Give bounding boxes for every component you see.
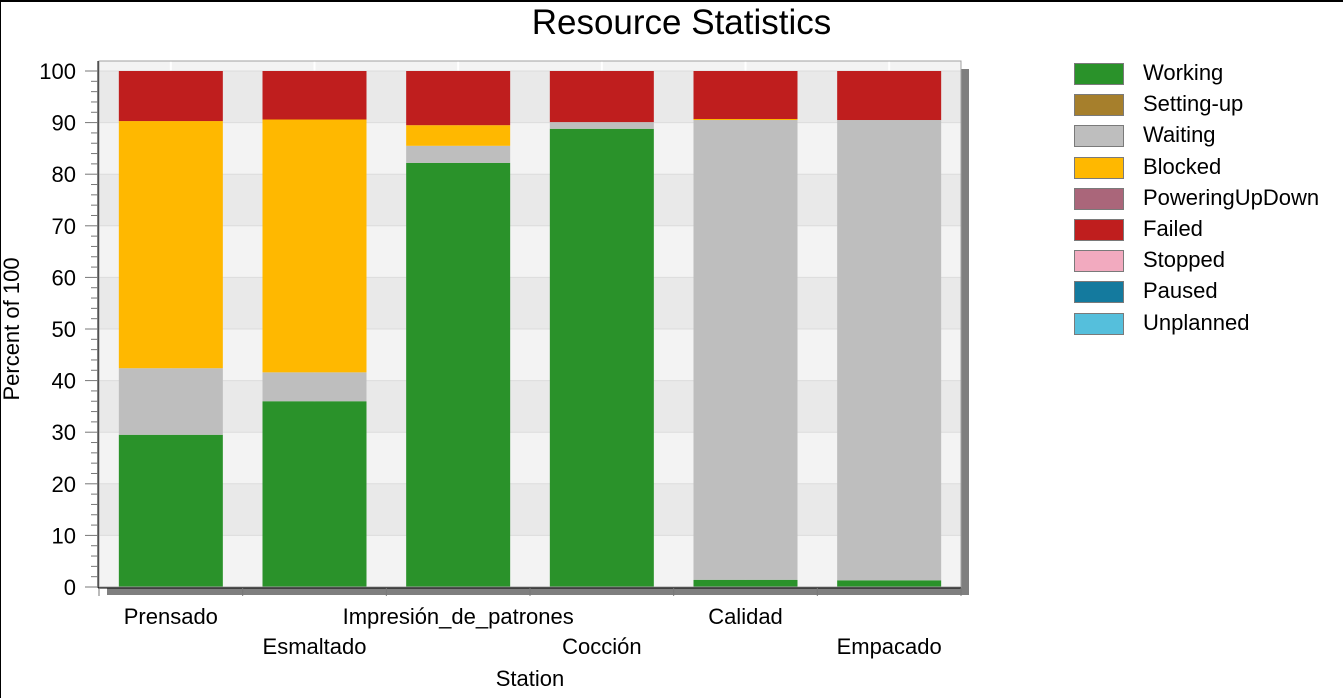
bar-segment-working: [118, 434, 223, 587]
bar-segment-blocked: [406, 125, 511, 146]
legend-label: Waiting: [1143, 122, 1216, 148]
bar-segment-blocked: [118, 121, 223, 369]
legend-label: Setting-up: [1143, 91, 1244, 117]
legend-item: Failed: [1074, 216, 1343, 247]
legend-label: Stopped: [1143, 247, 1225, 273]
legend-label: Unplanned: [1143, 309, 1250, 335]
legend-item: Setting-up: [1074, 91, 1343, 122]
legend-item: Stopped: [1074, 247, 1343, 278]
bar-segment-failed: [693, 71, 798, 119]
x-axis-title: Station: [496, 666, 565, 691]
x-tick-label: Esmaltado: [263, 634, 367, 659]
legend-swatch: [1074, 281, 1124, 304]
legend-swatch: [1074, 156, 1124, 179]
y-tick-label: 80: [52, 162, 76, 187]
bar-segment-failed: [262, 71, 367, 120]
legend-label: Paused: [1143, 278, 1218, 304]
bar-segment-waiting: [262, 372, 367, 402]
x-tick-label: Empacado: [837, 634, 942, 659]
y-tick-label: 30: [52, 420, 76, 445]
bar-segment-working: [693, 579, 798, 587]
legend-swatch: [1074, 219, 1124, 241]
bar-segment-failed: [406, 71, 511, 126]
legend-item: PoweringUpDown: [1074, 185, 1343, 216]
grid-band: [99, 483, 961, 536]
y-tick-label: 100: [39, 59, 76, 84]
legend-item: Unplanned: [1074, 310, 1343, 341]
legend-item: Blocked: [1074, 154, 1343, 185]
legend-swatch: [1074, 125, 1124, 148]
bar-segment-failed: [549, 71, 654, 123]
x-tick-label: Cocción: [562, 634, 641, 659]
y-axis-title: Percent of 100: [0, 257, 24, 400]
plot-border: [98, 60, 962, 588]
y-tick-label: 70: [52, 214, 76, 239]
grid-band: [99, 380, 961, 433]
bar-segment-working: [549, 128, 654, 588]
legend-item: Waiting: [1074, 122, 1343, 153]
legend-item: Paused: [1074, 278, 1343, 309]
y-tick-label: 10: [52, 523, 76, 548]
grid-band: [99, 174, 961, 226]
legend-item: Working: [1074, 60, 1343, 91]
bar-segment-blocked: [693, 118, 798, 121]
legend-label: Failed: [1143, 216, 1203, 241]
bar-segment-waiting: [118, 368, 223, 435]
legend-label: PoweringUpDown: [1143, 184, 1320, 210]
legend-swatch: [1074, 312, 1124, 335]
bar-segment-failed: [837, 71, 942, 121]
bar-segment-blocked: [262, 119, 367, 373]
bar-segment-failed: [118, 71, 223, 122]
x-tick-label: Prensado: [124, 604, 218, 629]
bar-segment-waiting: [837, 120, 942, 581]
legend-swatch: [1074, 63, 1124, 85]
legend-label: Working: [1143, 60, 1224, 85]
grid-band: [99, 277, 961, 329]
bar-segment-working: [262, 401, 367, 587]
y-tick-label: 60: [52, 265, 76, 290]
grid-band: [99, 71, 961, 123]
legend-swatch: [1074, 187, 1124, 210]
bar-segment-waiting: [549, 122, 654, 129]
legend-swatch: [1074, 94, 1124, 117]
bar-segment-working: [837, 580, 942, 587]
bar-segment-waiting: [693, 120, 798, 580]
y-tick-label: 90: [52, 111, 76, 136]
y-tick-label: 0: [64, 575, 76, 600]
chart-title: Resource Statistics: [531, 3, 832, 42]
legend-swatch: [1074, 250, 1124, 273]
legend-label: Blocked: [1143, 153, 1222, 179]
bar-segment-waiting: [406, 145, 511, 163]
y-tick-label: 20: [52, 472, 76, 497]
y-tick-label: 40: [52, 369, 76, 394]
x-tick-label: Impresión_de_patrones: [343, 604, 574, 629]
bar-segment-working: [406, 162, 511, 587]
y-tick-label: 50: [52, 317, 76, 342]
x-tick-label: Calidad: [708, 604, 783, 629]
